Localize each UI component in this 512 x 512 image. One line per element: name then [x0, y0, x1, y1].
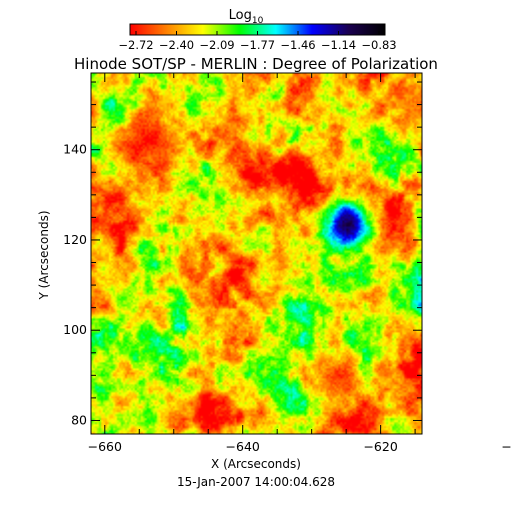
- plot-frame: [90, 72, 423, 435]
- x-tick-label: −620: [363, 439, 397, 454]
- polarization-heatmap: [91, 73, 422, 434]
- y-tick-label: 140: [63, 142, 87, 157]
- y-axis-label: Y (Arcseconds): [37, 210, 51, 300]
- colorbar-tick-label: −2.40: [159, 38, 194, 52]
- colorbar-tick-label: −2.09: [199, 38, 234, 52]
- y-tick-label: 120: [63, 232, 87, 247]
- colorbar-tick-label: −0.83: [361, 38, 396, 52]
- colorbar-tick-label: −1.14: [321, 38, 356, 52]
- colorbar-tick-label: −1.77: [240, 38, 275, 52]
- colorbar-tick-label: −2.72: [118, 38, 153, 52]
- colorbar-label: Log10: [229, 8, 264, 26]
- x-axis-label: X (Arcseconds): [211, 457, 301, 471]
- x-tick-label: −660: [88, 439, 122, 454]
- axis-ticks: −660 −640 −620 −600 80 100 120 140: [63, 73, 512, 454]
- x-tick-label: −600: [501, 439, 512, 454]
- timestamp: 15-Jan-2007 14:00:04.628: [177, 475, 335, 489]
- colorbar-tick-label: −1.46: [280, 38, 315, 52]
- chart-title: Hinode SOT/SP - MERLIN : Degree of Polar…: [74, 55, 438, 73]
- x-tick-label: −640: [226, 439, 260, 454]
- colorbar-ticks: −2.72 −2.40 −2.09 −1.77 −1.46 −1.14 −0.83: [118, 31, 397, 52]
- y-tick-label: 100: [63, 322, 87, 337]
- y-tick-label: 80: [71, 412, 87, 427]
